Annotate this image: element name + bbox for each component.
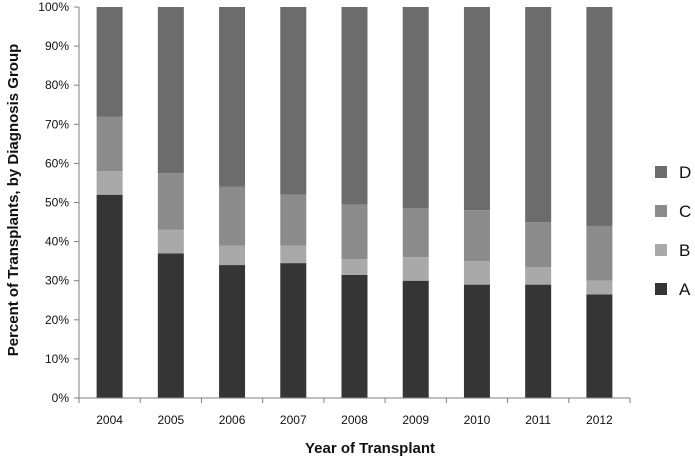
y-tick-label: 40% bbox=[45, 235, 69, 249]
y-tick-label: 20% bbox=[45, 313, 69, 327]
x-tick-label: 2006 bbox=[219, 413, 246, 427]
legend-label-c: C bbox=[679, 202, 691, 221]
y-tick-label: 50% bbox=[45, 196, 69, 210]
bar-segment-b-2009 bbox=[402, 257, 429, 281]
bar-segment-a-2011 bbox=[525, 284, 552, 398]
bar-segment-b-2004 bbox=[96, 171, 123, 195]
x-tick-label: 2010 bbox=[464, 413, 491, 427]
y-tick-label: 70% bbox=[45, 117, 69, 131]
legend-label-d: D bbox=[679, 163, 691, 182]
bar-segment-d-2012 bbox=[586, 7, 613, 226]
bar-segment-b-2010 bbox=[463, 261, 490, 285]
x-tick-label: 2007 bbox=[280, 413, 307, 427]
bar-segment-b-2005 bbox=[157, 229, 184, 254]
y-tick-label: 30% bbox=[45, 274, 69, 288]
bar-segment-b-2011 bbox=[525, 267, 552, 285]
bar-segment-c-2012 bbox=[586, 225, 613, 281]
legend-swatch-b bbox=[655, 244, 667, 256]
legend: D C B A bbox=[655, 163, 691, 299]
bar-segment-d-2007 bbox=[280, 7, 307, 195]
x-tick-label: 2009 bbox=[402, 413, 429, 427]
bar-segment-b-2012 bbox=[586, 280, 613, 295]
bar-segment-d-2011 bbox=[525, 7, 552, 223]
bar-segment-c-2004 bbox=[96, 116, 123, 172]
bar-segment-a-2012 bbox=[586, 294, 613, 398]
bar-segment-c-2009 bbox=[402, 208, 429, 258]
y-tick-label: 80% bbox=[45, 78, 69, 92]
y-tick-label: 100% bbox=[38, 0, 69, 14]
bar-segment-c-2011 bbox=[525, 222, 552, 268]
y-tick-label: 60% bbox=[45, 156, 69, 170]
y-tick-label: 10% bbox=[45, 352, 69, 366]
bar-segment-a-2010 bbox=[463, 284, 490, 398]
bar-segment-c-2005 bbox=[157, 173, 184, 230]
y-tick-label: 0% bbox=[52, 391, 70, 405]
bar-segment-a-2008 bbox=[341, 274, 368, 398]
bar-segment-a-2006 bbox=[219, 265, 246, 398]
bar-segment-b-2007 bbox=[280, 245, 307, 264]
bar-segment-d-2010 bbox=[463, 7, 490, 211]
bar-segment-d-2005 bbox=[157, 7, 184, 174]
bar-segment-a-2005 bbox=[157, 253, 184, 398]
x-axis-title: Year of Transplant bbox=[305, 440, 435, 457]
bar-segment-d-2008 bbox=[341, 7, 368, 205]
bar-segment-c-2008 bbox=[341, 204, 368, 260]
legend-label-a: A bbox=[679, 280, 691, 299]
bar-segment-c-2007 bbox=[280, 194, 307, 246]
bar-segment-d-2006 bbox=[219, 7, 246, 187]
y-tick-label: 90% bbox=[45, 39, 69, 53]
bar-segment-a-2004 bbox=[96, 194, 123, 398]
bar-segment-c-2010 bbox=[463, 210, 490, 262]
legend-label-b: B bbox=[679, 241, 690, 260]
legend-swatch-d bbox=[655, 166, 667, 178]
y-axis: 0% 10% 20% 30% 40% 50% 60% 70% 80% 90% 100% bbox=[38, 0, 80, 405]
x-tick-label: 2004 bbox=[96, 413, 123, 427]
legend-swatch-c bbox=[655, 205, 667, 217]
legend-swatch-a bbox=[655, 283, 667, 295]
x-tick-label: 2011 bbox=[525, 413, 551, 427]
bar-segment-d-2004 bbox=[96, 7, 123, 117]
bar-segment-a-2009 bbox=[402, 280, 429, 398]
bar-segment-c-2006 bbox=[219, 186, 246, 246]
bar-segment-d-2009 bbox=[402, 7, 429, 209]
x-tick-label: 2012 bbox=[586, 413, 613, 427]
x-tick-label: 2008 bbox=[341, 413, 368, 427]
plot-area bbox=[96, 7, 613, 398]
x-tick-label: 2005 bbox=[157, 413, 184, 427]
bar-segment-a-2007 bbox=[280, 263, 307, 398]
bar-segment-b-2008 bbox=[341, 259, 368, 275]
bar-segment-b-2006 bbox=[219, 245, 246, 266]
x-axis: 2004 2005 2006 2007 2008 2009 2010 2011 2012 bbox=[78, 397, 631, 427]
y-axis-title: Percent of Transplants, by Diagnosis Gro… bbox=[5, 44, 22, 357]
